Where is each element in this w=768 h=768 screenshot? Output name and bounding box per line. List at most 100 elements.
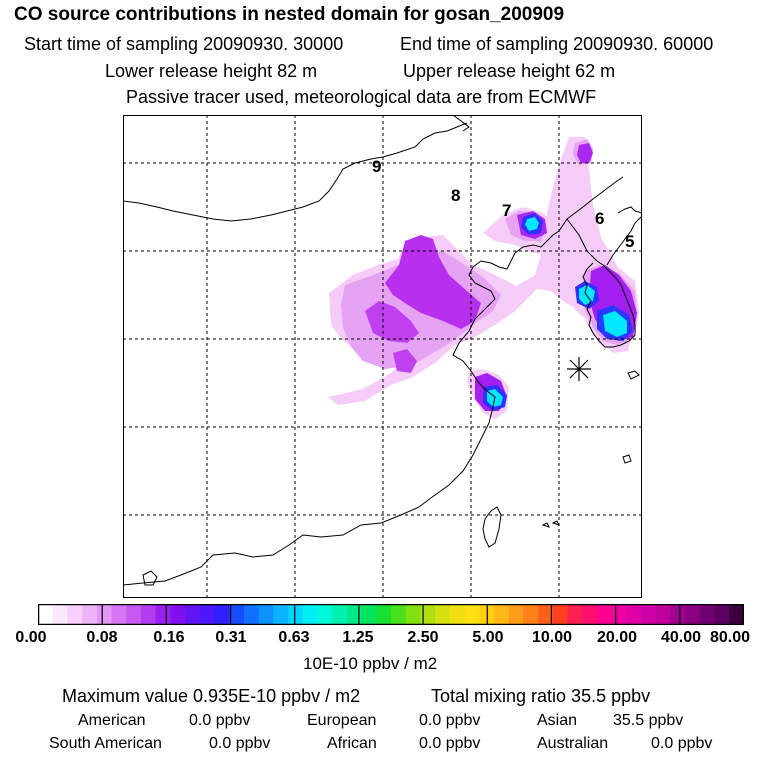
colorbar-cell xyxy=(67,604,83,625)
colorbar-cell xyxy=(288,604,304,625)
trajectory-labels: 9 8 7 6 5 xyxy=(372,157,634,251)
region-value: 0.0 ppbv xyxy=(651,735,713,752)
colorbar-tick-label: 40.00 xyxy=(660,629,702,646)
colorbar-cell xyxy=(523,604,539,625)
colorbar-cell xyxy=(714,604,730,625)
source-contribution-map: 9 8 7 6 5 xyxy=(123,115,642,598)
maximum-value-label: Maximum value 0.935E-10 ppbv / m2 xyxy=(62,686,361,706)
coastline-hainan xyxy=(142,570,158,586)
end-time-label: End time of sampling 20090930. 60000 xyxy=(400,34,714,54)
colorbar-cell xyxy=(82,604,98,625)
colorbar-cell xyxy=(655,604,671,625)
region-name: South American xyxy=(49,735,162,752)
colorbar-cells xyxy=(38,604,744,625)
colorbar-tick-label: 80.00 xyxy=(709,629,751,646)
colorbar-cell xyxy=(670,604,686,625)
colorbar-cell xyxy=(96,604,113,625)
coastline-north xyxy=(617,206,642,214)
colorbar-tick-label: 2.50 xyxy=(407,629,439,646)
plume-violet xyxy=(385,235,481,329)
colorbar-cell xyxy=(611,604,627,625)
colorbar-cell xyxy=(52,604,68,625)
lower-release-height-label: Lower release height 82 m xyxy=(105,61,318,81)
coastline-liaodong xyxy=(566,218,598,262)
colorbar-tick-label: 1.25 xyxy=(342,629,374,646)
colorbar-cell xyxy=(229,604,245,625)
coastline-korea-east xyxy=(606,216,642,266)
colorbar-cell xyxy=(596,604,613,625)
region-name: American xyxy=(78,712,146,729)
colorbar-tick-label: 20.00 xyxy=(596,629,638,646)
colorbar-tick-label: 0.00 xyxy=(15,629,47,646)
colorbar-cell xyxy=(302,604,318,625)
colorbar-cell xyxy=(332,604,348,625)
colorbar-cell xyxy=(449,604,466,625)
border-ne xyxy=(452,115,470,132)
colorbar-tick-label: 0.08 xyxy=(86,629,118,646)
colorbar-cell xyxy=(391,604,407,625)
total-mixing-ratio-label: Total mixing ratio 35.5 ppbv xyxy=(431,686,651,706)
colorbar-tick-label: 0.63 xyxy=(278,629,310,646)
trajectory-label: 5 xyxy=(625,232,634,251)
trajectory-label: 9 xyxy=(372,157,381,176)
trajectory-label: 8 xyxy=(451,186,460,205)
colorbar-cell xyxy=(493,604,510,625)
coastline-korea xyxy=(582,260,636,348)
hotspot-cyan-korea-south xyxy=(603,311,627,337)
region-value: 0.0 ppbv xyxy=(419,735,481,752)
region-value: 0.0 ppbv xyxy=(189,712,251,729)
colorbar-cell xyxy=(111,604,127,625)
colorbar-cell xyxy=(567,604,583,625)
plume-violet-ne2 xyxy=(577,143,593,163)
colorbar-cell xyxy=(405,604,421,625)
colorbar-cell xyxy=(508,604,524,625)
coastline-china xyxy=(123,218,568,586)
colorbar-cell xyxy=(685,604,701,625)
colorbar-cell xyxy=(126,604,142,625)
plume-violet-3 xyxy=(393,349,417,373)
start-time-label: Start time of sampling 20090930. 30000 xyxy=(24,34,344,54)
colorbar-tick-label: 0.31 xyxy=(215,629,247,646)
tracer-note: Passive tracer used, meteorological data… xyxy=(126,87,597,107)
colorbar-tick-label: 5.00 xyxy=(472,629,504,646)
border-korea-china xyxy=(566,176,624,220)
upper-release-height-label: Upper release height 62 m xyxy=(403,61,616,81)
asterisk-icon xyxy=(567,357,591,381)
colorbar-cell xyxy=(185,604,201,625)
region-name: Australian xyxy=(537,735,609,752)
region-name: Asian xyxy=(537,712,578,729)
colorbar-tick-label: 10.00 xyxy=(531,629,573,646)
region-name: African xyxy=(327,735,377,752)
region-value: 35.5 ppbv xyxy=(613,712,684,729)
colorbar-cell xyxy=(155,604,171,625)
trajectory-label: 7 xyxy=(502,201,511,220)
colorbar-cell xyxy=(538,604,554,625)
colorbar-cell xyxy=(552,604,568,625)
colorbar-cell xyxy=(361,604,377,625)
coastlines xyxy=(123,115,642,586)
colorbar-cell xyxy=(729,604,744,625)
colorbar-cell xyxy=(346,604,363,625)
coastline-taiwan xyxy=(482,506,502,548)
colorbar-cell xyxy=(435,604,451,625)
colorbar-cell xyxy=(420,604,436,625)
islands-japan xyxy=(541,370,640,528)
colorbar-cell xyxy=(170,604,186,625)
colorbar-cell xyxy=(258,604,274,625)
colorbar-cell xyxy=(626,604,642,625)
colorbar-cell xyxy=(641,604,657,625)
colorbar-cell xyxy=(214,604,230,625)
plume-violet-2 xyxy=(365,301,419,343)
colorbar-cell xyxy=(317,604,333,625)
colorbar-cell xyxy=(140,604,157,625)
colorbar xyxy=(38,604,744,625)
colorbar-cell xyxy=(699,604,716,625)
plume-light xyxy=(328,137,631,405)
colorbar-cell xyxy=(464,604,480,625)
colorbar-cell xyxy=(243,604,260,625)
colorbar-unit-label: 10E-10 ppbv / m2 xyxy=(303,654,438,673)
colorbar-cell xyxy=(376,604,392,625)
page-title: CO source contributions in nested domain… xyxy=(14,4,565,25)
colorbar-cell xyxy=(582,604,598,625)
colorbar-cell xyxy=(38,604,54,625)
